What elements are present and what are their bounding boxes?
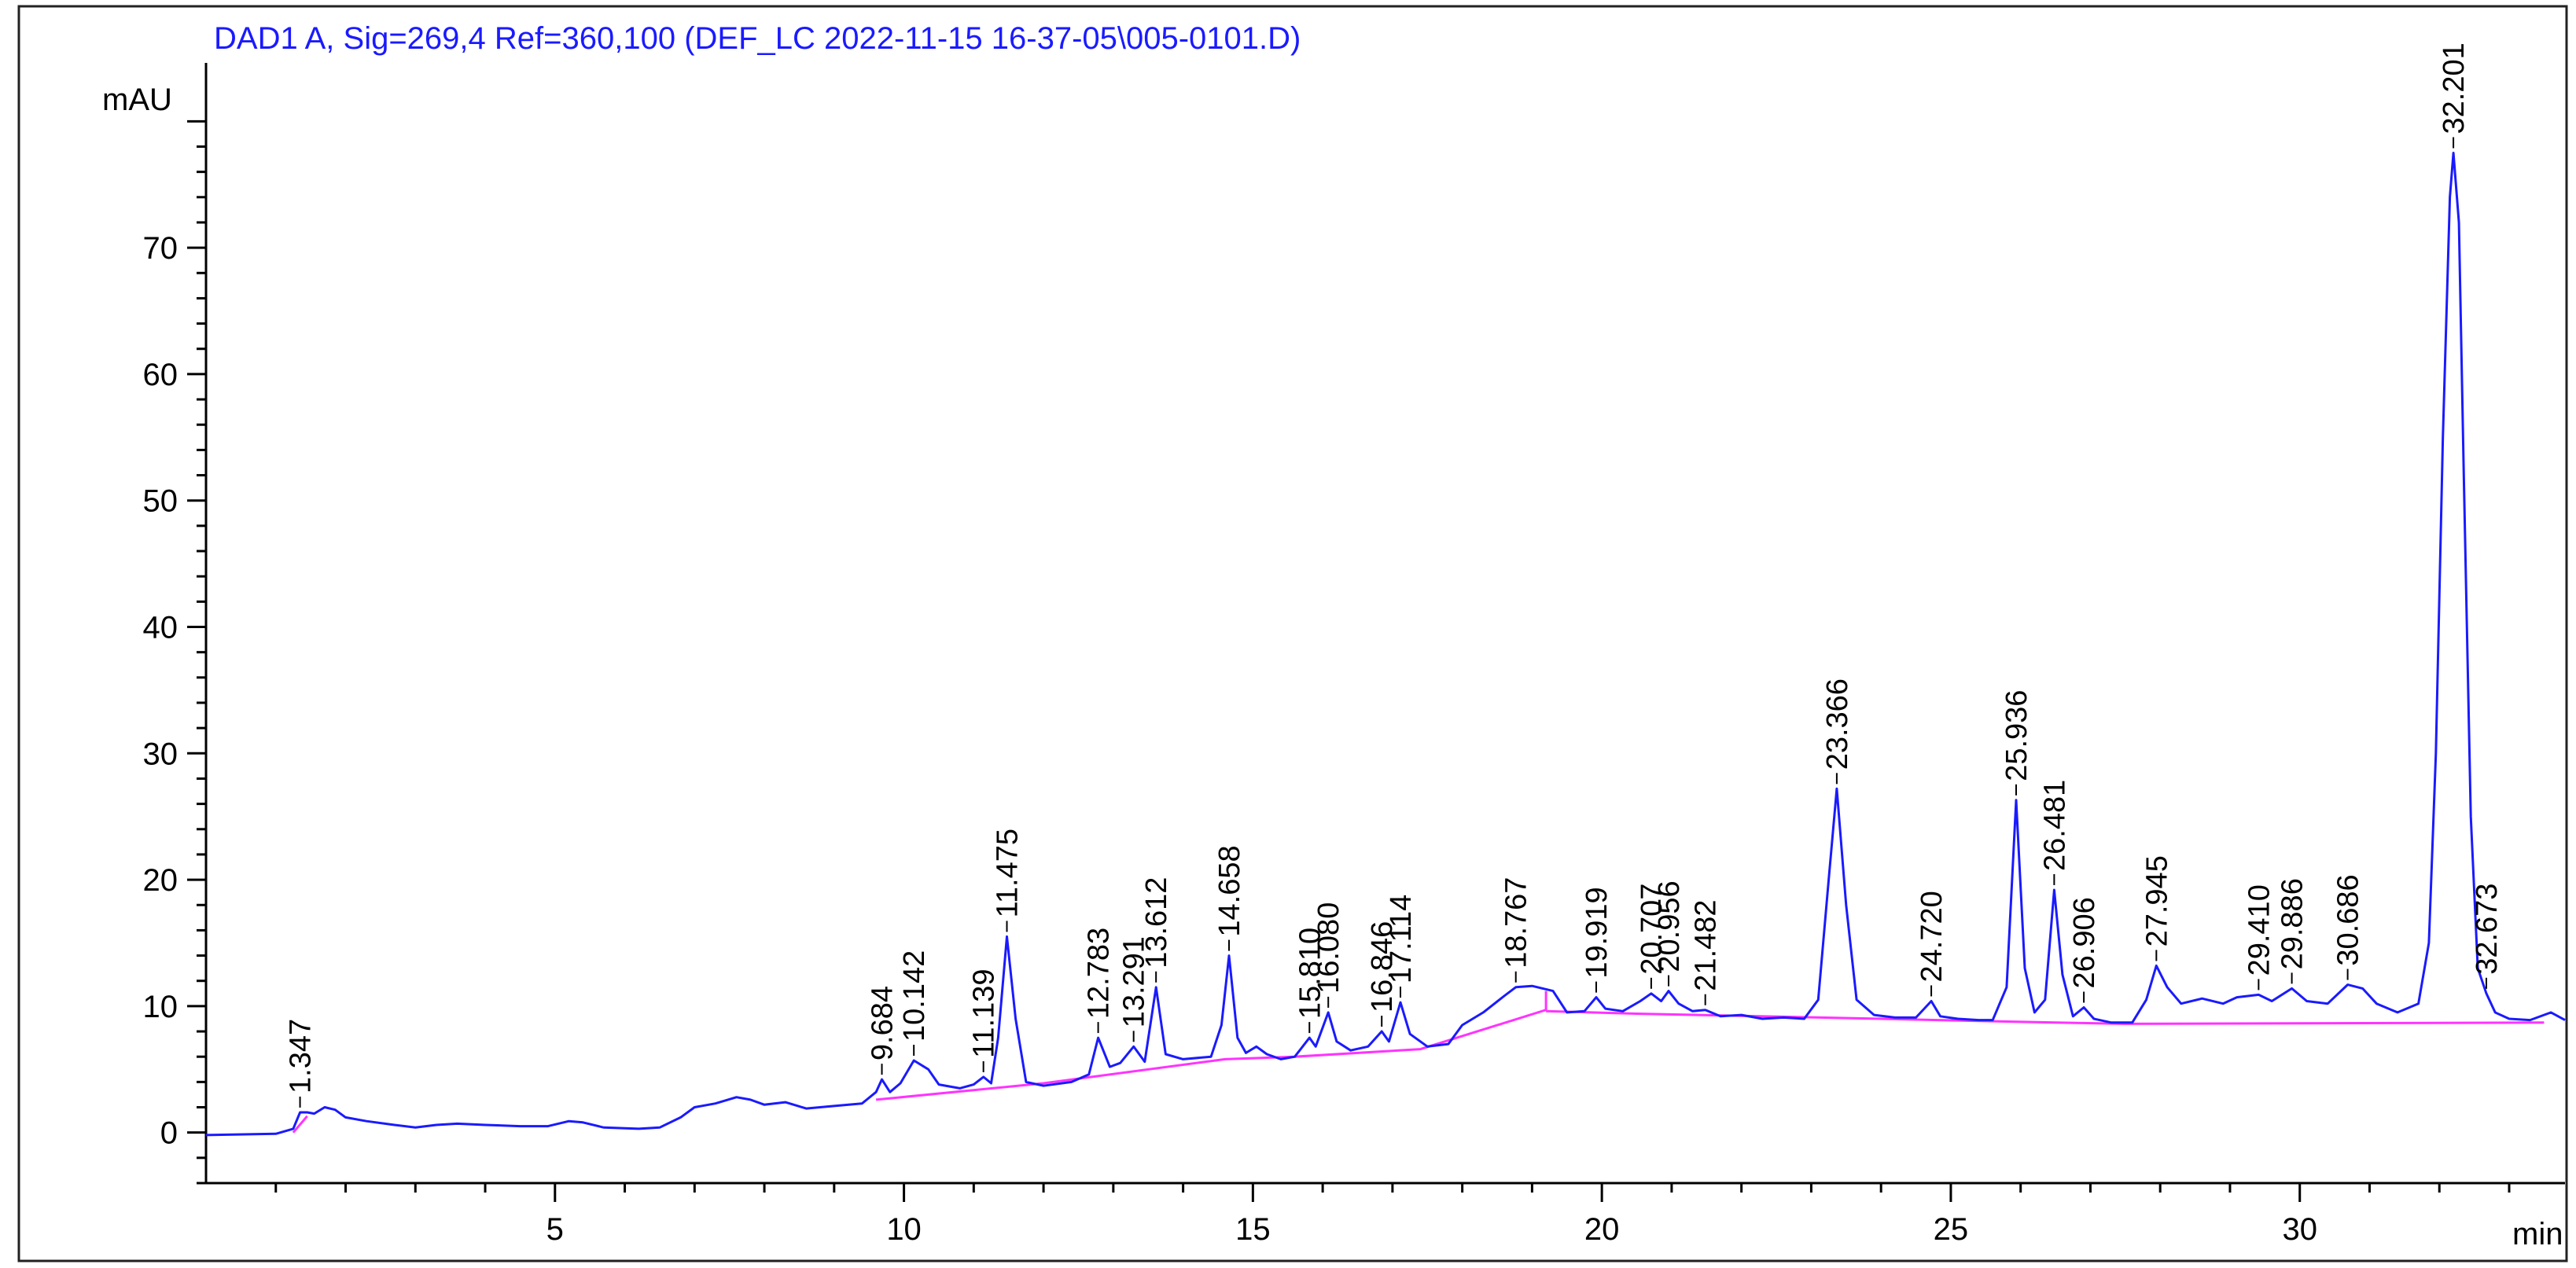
peak-label: 24.720	[1915, 891, 1949, 982]
chart-title: DAD1 A, Sig=269,4 Ref=360,100 (DEF_LC 20…	[214, 21, 1301, 56]
peak-label: 13.612	[1140, 877, 1173, 968]
peak-label: 32.201	[2438, 42, 2471, 134]
y-tick-label: 0	[160, 1116, 178, 1151]
peak-label: 18.767	[1500, 877, 1533, 968]
peak-label: 26.481	[2038, 780, 2071, 871]
y-tick-label: 40	[143, 611, 178, 645]
x-axis-label: min	[2512, 1217, 2563, 1251]
integration-baselines	[292, 991, 2545, 1134]
axes: 0 10 20 30 40 50 60 70 5 10 15 20 25 30	[143, 63, 2565, 1247]
y-tick-label: 50	[143, 484, 178, 519]
peak-label: 20.707	[1636, 884, 1669, 975]
peak-label: 19.919	[1581, 887, 1614, 978]
plot-frame	[17, 5, 2568, 1262]
peak-label: 11.475	[992, 829, 1025, 917]
y-tick-label: 70	[143, 231, 178, 266]
peak-label: 13.291	[1118, 936, 1151, 1027]
peak-label: 17.114	[1385, 895, 1418, 983]
peak-label: 14.658	[1213, 845, 1246, 936]
peak-label: 29.410	[2243, 884, 2276, 976]
x-tick-label: 30	[2282, 1212, 2317, 1247]
peak-label: 11.139	[968, 968, 1001, 1057]
peak-label: 23.366	[1821, 678, 1854, 770]
x-tick-label: 15	[1235, 1212, 1271, 1247]
x-tick-label: 20	[1584, 1212, 1620, 1247]
x-tick-label: 5	[546, 1212, 564, 1247]
signal-line	[205, 152, 2566, 1137]
peak-label: 16.846	[1366, 921, 1399, 1013]
peak-label: 21.482	[1690, 899, 1723, 991]
y-tick-label: 10	[143, 990, 178, 1024]
peak-label: 29.886	[2276, 878, 2309, 969]
peak-label: 16.080	[1312, 902, 1345, 994]
peak-label: 30.686	[2332, 874, 2365, 965]
y-tick-label: 20	[143, 863, 178, 898]
y-tick-label: 60	[143, 358, 178, 392]
signal-trace	[205, 152, 2566, 1137]
peak-label: 15.810	[1294, 928, 1327, 1019]
peak-label: 26.906	[2068, 897, 2101, 988]
peak-label: 12.783	[1083, 928, 1116, 1019]
peak-label: 10.142	[898, 950, 931, 1042]
peak-label: 25.936	[2000, 690, 2033, 781]
peak-label: 1.347	[285, 1019, 318, 1093]
x-tick-label: 10	[886, 1212, 922, 1247]
peak-label: 20.956	[1653, 880, 1686, 972]
y-axis-label: mAU	[102, 83, 172, 117]
peak-label: 27.945	[2140, 855, 2173, 946]
peak-label: 9.684	[867, 986, 900, 1060]
baseline-segment	[1546, 1009, 2545, 1025]
peak-label: 32.673	[2471, 884, 2504, 975]
x-tick-label: 25	[1934, 1212, 1969, 1247]
baseline-segment	[292, 1115, 308, 1134]
y-tick-label: 30	[143, 737, 178, 771]
